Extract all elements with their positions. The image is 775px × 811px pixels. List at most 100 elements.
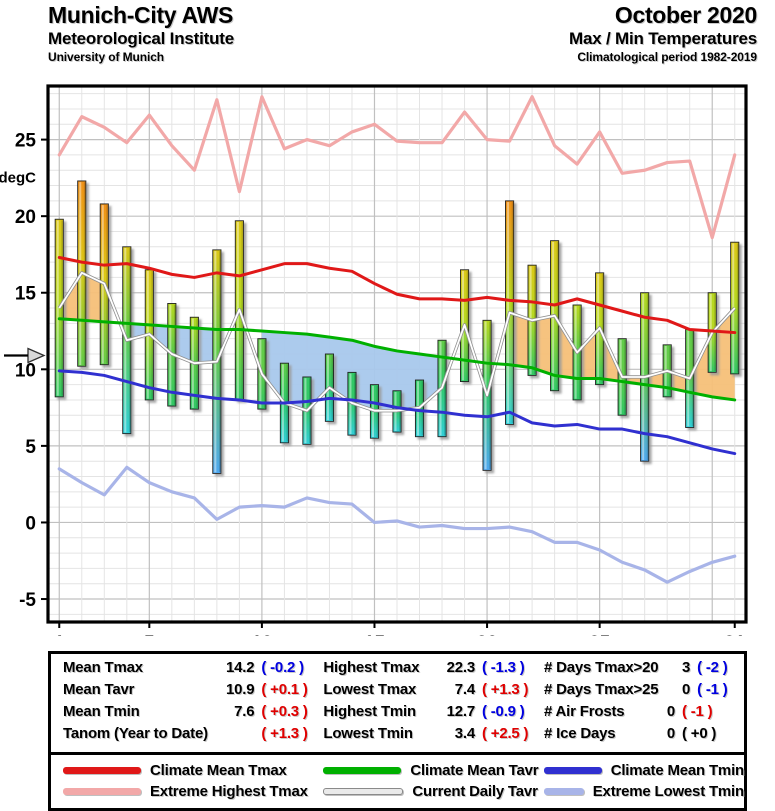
university-name: University of Munich xyxy=(48,50,165,64)
stat-anomaly: ( -0.9 ) xyxy=(482,703,525,720)
stat-label: Highest Tmin xyxy=(323,703,416,720)
stat-anomaly: ( +0.1 ) xyxy=(261,681,308,698)
svg-text:1: 1 xyxy=(54,633,65,636)
stats-column-2: Highest Tmax 22.3 ( -1.3 ) Lowest Tmax 7.4 ( … xyxy=(323,659,544,747)
temperature-chart: -50510152025degC151015202531day xyxy=(0,84,775,636)
legend-item: Climate Mean Tmax xyxy=(63,760,323,781)
svg-text:15: 15 xyxy=(15,284,37,305)
legend-column-3: Climate Mean Tmin Extreme Lowest Tmin xyxy=(544,760,744,802)
stat-label: # Ice Days xyxy=(544,725,616,742)
stat-value: 10.9 xyxy=(225,681,255,698)
stat-anomaly: ( +0.3 ) xyxy=(261,703,308,720)
header-left-block: Munich-City AWS Meteorological Institute… xyxy=(48,2,234,65)
summary-panel: Mean Tmax 14.2 ( -0.2 ) Mean Tavr 10.9 ( +0.1… xyxy=(48,651,747,811)
stat-anomaly: ( -1.3 ) xyxy=(482,659,525,676)
legend-label: Current Daily Tavr xyxy=(412,783,538,800)
period-title: October 2020 xyxy=(614,2,757,28)
stat-label: # Days Tmax>20 xyxy=(544,659,659,676)
panel-divider xyxy=(51,752,744,755)
stat-label: Mean Tmax xyxy=(63,659,143,676)
stat-anomaly: ( -2 ) xyxy=(697,659,728,676)
statistics-table: Mean Tmax 14.2 ( -0.2 ) Mean Tavr 10.9 ( +0.1… xyxy=(51,654,744,752)
svg-text:25: 25 xyxy=(15,131,37,152)
svg-text:10: 10 xyxy=(251,633,272,636)
stat-label: Lowest Tmax xyxy=(323,681,417,698)
climatology-period: Climatological period 1982-2019 xyxy=(577,50,757,64)
legend-color-swatch xyxy=(323,767,402,774)
stat-anomaly: ( -0.2 ) xyxy=(261,659,304,676)
stat-value: 12.7 xyxy=(446,703,476,720)
legend-item: Extreme Lowest Tmin xyxy=(544,781,744,802)
stat-value: 3.4 xyxy=(454,725,475,742)
stat-row: Highest Tmin 12.7 ( -0.9 ) xyxy=(323,703,544,725)
svg-text:5: 5 xyxy=(25,437,36,458)
station-name: Munich-City AWS xyxy=(48,2,234,28)
legend-item: Climate Mean Tmin xyxy=(544,760,744,781)
stat-row: Mean Tmin 7.6 ( +0.3 ) xyxy=(63,703,323,725)
stat-label: Mean Tmin xyxy=(63,703,140,720)
stat-label: Tanom (Year to Date) xyxy=(63,725,208,742)
stat-anomaly: ( +1.3 ) xyxy=(261,725,308,742)
stat-anomaly: ( +1.3 ) xyxy=(482,681,529,698)
legend-label: Extreme Highest Tmax xyxy=(150,783,308,800)
svg-text:20: 20 xyxy=(476,633,497,636)
stat-value: 22.3 xyxy=(446,659,476,676)
stat-row: Lowest Tmin 3.4 ( +2.5 ) xyxy=(323,725,544,747)
stat-row: Tanom (Year to Date) ( +1.3 ) xyxy=(63,725,323,747)
chart-header: Munich-City AWS Meteorological Institute… xyxy=(0,0,775,86)
legend-item: Current Daily Tavr xyxy=(323,781,544,802)
stat-label: # Days Tmax>25 xyxy=(544,681,659,698)
stat-row: Highest Tmax 22.3 ( -1.3 ) xyxy=(323,659,544,681)
legend-color-swatch xyxy=(544,767,602,774)
stat-value: 0 xyxy=(666,725,675,742)
svg-text:10: 10 xyxy=(15,360,36,381)
stat-label: Highest Tmax xyxy=(323,659,420,676)
svg-text:degC: degC xyxy=(0,169,36,186)
svg-text:31: 31 xyxy=(724,633,746,636)
stat-anomaly: ( -1 ) xyxy=(697,681,728,698)
stat-value: 7.4 xyxy=(454,681,475,698)
svg-text:20: 20 xyxy=(15,207,36,228)
legend-color-swatch xyxy=(323,788,404,795)
svg-text:15: 15 xyxy=(364,633,386,636)
stats-column-1: Mean Tmax 14.2 ( -0.2 ) Mean Tavr 10.9 ( +0.1… xyxy=(51,659,323,747)
stat-value: 7.6 xyxy=(234,703,255,720)
stat-label: # Air Frosts xyxy=(544,703,625,720)
stat-label: Lowest Tmin xyxy=(323,725,413,742)
legend-label: Climate Mean Tmin xyxy=(610,762,744,779)
legend-column-1: Climate Mean Tmax Extreme Highest Tmax xyxy=(51,760,323,802)
legend-item: Extreme Highest Tmax xyxy=(63,781,323,802)
stat-row: # Ice Days 0 ( +0 ) xyxy=(544,725,744,747)
svg-text:5: 5 xyxy=(144,633,155,636)
stat-row: # Days Tmax>25 0 ( -1 ) xyxy=(544,681,744,703)
stat-label: Mean Tavr xyxy=(63,681,135,698)
legend-item: Climate Mean Tavr xyxy=(323,760,544,781)
chart-legend: Climate Mean Tmax Extreme Highest Tmax Cli… xyxy=(51,755,744,808)
stat-row: # Air Frosts 0 ( -1 ) xyxy=(544,703,744,725)
stat-row: Mean Tavr 10.9 ( +0.1 ) xyxy=(63,681,323,703)
svg-text:-5: -5 xyxy=(19,590,36,611)
stat-value: 0 xyxy=(666,703,675,720)
stat-row: Mean Tmax 14.2 ( -0.2 ) xyxy=(63,659,323,681)
stats-column-3: # Days Tmax>20 3 ( -2 ) # Days Tmax>25 0 ( -1… xyxy=(544,659,744,747)
legend-label: Climate Mean Tmax xyxy=(150,762,287,779)
legend-color-swatch xyxy=(63,788,141,795)
chart-subtitle: Max / Min Temperatures xyxy=(568,29,757,48)
chart-canvas: -50510152025degC151015202531day xyxy=(0,84,748,636)
stat-row: # Days Tmax>20 3 ( -2 ) xyxy=(544,659,744,681)
legend-label: Extreme Lowest Tmin xyxy=(592,783,744,800)
stat-anomaly: ( +2.5 ) xyxy=(482,725,529,742)
stat-value: 14.2 xyxy=(225,659,255,676)
svg-text:day: day xyxy=(525,634,558,636)
header-right-block: October 2020 Max / Min Temperatures Clim… xyxy=(569,2,757,65)
svg-text:25: 25 xyxy=(589,633,611,636)
legend-label: Climate Mean Tavr xyxy=(410,762,539,779)
stat-anomaly: ( -1 ) xyxy=(682,703,713,720)
stat-value: 3 xyxy=(681,659,691,676)
legend-column-2: Climate Mean Tavr Current Daily Tavr xyxy=(323,760,544,802)
stat-anomaly: ( +0 ) xyxy=(682,725,717,742)
legend-color-swatch xyxy=(63,767,141,774)
institute-name: Meteorological Institute xyxy=(48,29,234,48)
stat-row: Lowest Tmax 7.4 ( +1.3 ) xyxy=(323,681,544,703)
